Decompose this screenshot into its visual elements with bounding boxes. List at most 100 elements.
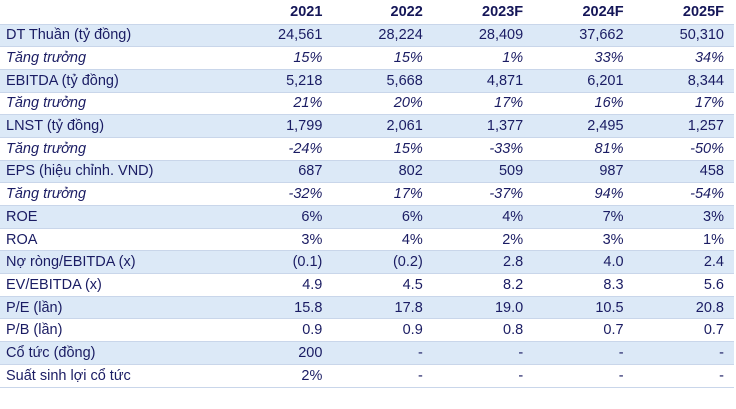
row-value: 21% bbox=[293, 95, 323, 112]
row-label: Tăng trưởng bbox=[6, 140, 87, 157]
table-row: Cổ tức (đồng) 200- - - - bbox=[0, 341, 734, 365]
row-value: 17% bbox=[694, 95, 724, 112]
table-row: Tăng trưởng 21% 20% 17% 16% 17% bbox=[0, 92, 734, 115]
row-value: 20.8 bbox=[633, 296, 734, 319]
row-label: P/E (lần) bbox=[0, 296, 232, 319]
row-label: Tăng trưởng bbox=[6, 95, 87, 112]
row-value: 34% bbox=[694, 50, 724, 67]
row-value: - bbox=[533, 341, 634, 365]
header-label bbox=[0, 0, 232, 24]
row-value: 0.8 bbox=[503, 322, 524, 339]
row-value: 2.8 bbox=[432, 250, 534, 274]
row-value: 687 bbox=[232, 160, 333, 183]
row-label: ROE bbox=[0, 205, 232, 229]
row-value: 0.7 bbox=[703, 322, 724, 339]
row-label: ROA bbox=[6, 231, 38, 248]
row-value: 24,561 bbox=[232, 24, 333, 47]
header-2025f: 2025F bbox=[633, 0, 734, 24]
financial-table: 2021 2022 2023F 2024F 2025F DT Thuần (tỷ… bbox=[0, 0, 734, 387]
table-row: P/B (lần) 0.9 0.9 0.8 0.7 0.7 bbox=[0, 319, 734, 342]
table-row: ROA 3% 4% 2% 3% 1% bbox=[0, 228, 734, 251]
row-value: 4,871 bbox=[432, 69, 534, 93]
row-value: 50,310 bbox=[633, 24, 734, 47]
row-value: (0.2) bbox=[332, 250, 433, 274]
row-value: 802 bbox=[332, 160, 433, 183]
row-value: 10.5 bbox=[533, 296, 634, 319]
table-row: Tăng trưởng -32% 17% -37% 94% -54% bbox=[0, 183, 734, 206]
row-value: 15% bbox=[293, 50, 323, 67]
table-row: ROE 6% 6% 4% 7% 3% bbox=[0, 205, 734, 229]
table-header: 2021 2022 2023F 2024F 2025F bbox=[0, 0, 734, 24]
row-value: -50% bbox=[690, 140, 724, 157]
row-value: -32% bbox=[288, 186, 323, 203]
row-value: 6% bbox=[332, 205, 433, 229]
row-value: 987 bbox=[533, 160, 634, 183]
table-row: DT Thuần (tỷ đồng) 24,561 28,224 28,409 37,6… bbox=[0, 24, 734, 47]
row-value: - bbox=[719, 367, 724, 384]
row-value: 6% bbox=[232, 205, 333, 229]
row-value: 5,668 bbox=[332, 69, 433, 93]
row-value: 2% bbox=[502, 231, 524, 248]
row-value: 2,495 bbox=[533, 114, 634, 138]
row-value: - bbox=[618, 367, 624, 384]
row-value: 4.0 bbox=[533, 250, 634, 274]
row-value: -37% bbox=[489, 186, 524, 203]
row-value: 1,377 bbox=[432, 114, 534, 138]
row-value: 94% bbox=[594, 186, 624, 203]
row-label: DT Thuần (tỷ đồng) bbox=[0, 24, 232, 47]
header-2022: 2022 bbox=[332, 0, 433, 24]
row-label: Tăng trưởng bbox=[6, 186, 87, 203]
row-value: 1% bbox=[502, 50, 524, 67]
row-label: Cổ tức (đồng) bbox=[0, 341, 232, 365]
row-value: 17.8 bbox=[332, 296, 433, 319]
row-value: 0.7 bbox=[603, 322, 624, 339]
table-row: Nợ ròng/EBITDA (x) (0.1) (0.2) 2.8 4.0 2.4 bbox=[0, 250, 734, 274]
header-2023f: 2023F bbox=[432, 0, 534, 24]
row-value: -54% bbox=[690, 186, 724, 203]
table-row: EPS (hiệu chỉnh. VND) 687 802 509 987 458 bbox=[0, 160, 734, 183]
row-value: 16% bbox=[594, 95, 624, 112]
row-value: 5.6 bbox=[703, 276, 724, 293]
row-value: - bbox=[633, 341, 734, 365]
row-label: Nợ ròng/EBITDA (x) bbox=[0, 250, 232, 274]
row-value: 8,344 bbox=[633, 69, 734, 93]
row-value: -33% bbox=[489, 140, 524, 157]
row-value: 5,218 bbox=[232, 69, 333, 93]
table-row: Suất sinh lợi cổ tức 2% - - - - bbox=[0, 364, 734, 387]
row-label: EBITDA (tỷ đồng) bbox=[0, 69, 232, 93]
row-value: 0.9 bbox=[302, 322, 323, 339]
row-value: 1% bbox=[703, 231, 724, 248]
row-value: 6,201 bbox=[533, 69, 634, 93]
row-value: 17% bbox=[494, 95, 524, 112]
row-value: 17% bbox=[393, 186, 423, 203]
header-2021: 2021 bbox=[232, 0, 333, 24]
row-value: - bbox=[432, 341, 534, 365]
row-value: 3% bbox=[633, 205, 734, 229]
row-label: P/B (lần) bbox=[6, 322, 63, 339]
row-value: 28,409 bbox=[432, 24, 534, 47]
row-value: 3% bbox=[602, 231, 624, 248]
row-value: 200 bbox=[232, 341, 333, 365]
row-value: 28,224 bbox=[332, 24, 433, 47]
table-row: Tăng trưởng -24% 15% -33% 81% -50% bbox=[0, 137, 734, 161]
row-value: 2.4 bbox=[633, 250, 734, 274]
table-row: P/E (lần) 15.8 17.8 19.0 10.5 20.8 bbox=[0, 296, 734, 319]
row-value: 15.8 bbox=[232, 296, 333, 319]
header-row: 2021 2022 2023F 2024F 2025F bbox=[0, 0, 734, 24]
row-value: 15% bbox=[393, 50, 423, 67]
row-value: 20% bbox=[393, 95, 423, 112]
table-row: EBITDA (tỷ đồng) 5,218 5,668 4,871 6,201 8,34… bbox=[0, 69, 734, 93]
row-label: Tăng trưởng bbox=[6, 50, 87, 67]
row-value: 2,061 bbox=[332, 114, 433, 138]
row-label: Suất sinh lợi cổ tức bbox=[6, 367, 131, 384]
row-value: 1,257 bbox=[633, 114, 734, 138]
table-row: LNST (tỷ đồng) 1,799 2,061 1,377 2,495 1,257 bbox=[0, 114, 734, 138]
row-value: 19.0 bbox=[432, 296, 534, 319]
table-row: Tăng trưởng 15% 15% 1% 33% 34% bbox=[0, 47, 734, 70]
row-value: 0.9 bbox=[402, 322, 423, 339]
row-value: - bbox=[417, 367, 423, 384]
row-label: EPS (hiệu chỉnh. VND) bbox=[0, 160, 232, 183]
row-value: 37,662 bbox=[533, 24, 634, 47]
row-value: 7% bbox=[533, 205, 634, 229]
